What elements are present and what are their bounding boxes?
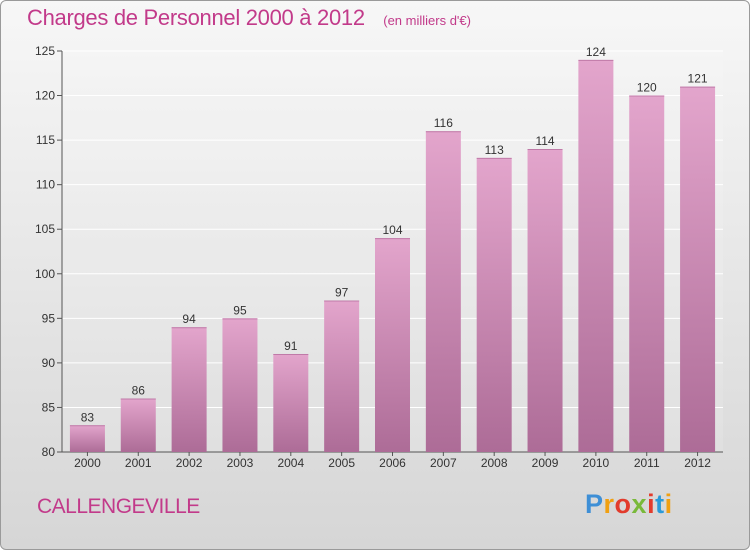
data-label: 113 — [485, 143, 504, 157]
bar — [578, 59, 614, 453]
y-tick-label: 110 — [36, 178, 55, 192]
y-tick-label: 85 — [42, 400, 56, 414]
city-name: CALLENGEVILLE — [37, 495, 200, 518]
bar — [273, 353, 309, 452]
data-label: 114 — [535, 134, 554, 148]
y-tick-label: 95 — [42, 311, 56, 325]
bar — [69, 425, 105, 452]
logo-letter: t — [655, 489, 665, 519]
chart-title: Charges de Personnel 2000 à 2012 — [27, 5, 365, 30]
data-label: 94 — [182, 312, 196, 326]
bar — [476, 157, 512, 452]
logo-letter: i — [664, 489, 673, 519]
data-label: 86 — [132, 384, 146, 398]
logo-letter: i — [647, 489, 656, 519]
data-label: 116 — [434, 116, 453, 130]
data-label: 83 — [81, 410, 95, 424]
y-tick-label: 120 — [35, 89, 55, 103]
data-label: 104 — [382, 223, 402, 237]
x-tick-label: 2006 — [379, 456, 406, 470]
y-tick-label: 80 — [42, 445, 56, 459]
data-label: 124 — [586, 45, 606, 59]
y-tick-label: 100 — [35, 267, 55, 281]
data-label: 97 — [335, 286, 349, 300]
y-tick-label: 105 — [35, 222, 55, 236]
bar — [120, 398, 156, 452]
bar — [527, 149, 563, 452]
chart-subtitle: (en milliers d'€) — [383, 13, 471, 28]
data-label: 121 — [688, 72, 708, 86]
data-label: 120 — [637, 81, 657, 95]
y-tick-label: 90 — [42, 356, 56, 370]
logo-letter: P — [585, 489, 604, 519]
x-tick-label: 2009 — [532, 456, 559, 470]
x-tick-label: 2000 — [74, 456, 101, 470]
x-tick-label: 2008 — [481, 456, 508, 470]
x-tick-label: 2011 — [634, 456, 660, 470]
y-tick-label: 115 — [36, 133, 55, 147]
data-label: 91 — [284, 339, 298, 353]
title-row: Charges de Personnel 2000 à 2012 (en mil… — [27, 5, 471, 31]
logo-letter: r — [603, 489, 615, 519]
bar — [425, 131, 461, 452]
x-tick-label: 2002 — [176, 456, 203, 470]
data-label: 95 — [233, 303, 247, 317]
bar — [324, 300, 360, 452]
logo-letter: x — [631, 489, 648, 519]
bar — [222, 318, 258, 452]
bar — [680, 86, 716, 453]
x-tick-label: 2005 — [328, 456, 355, 470]
x-tick-label: 2004 — [277, 456, 304, 470]
bar — [171, 327, 207, 452]
x-tick-label: 2003 — [227, 456, 254, 470]
x-tick-label: 2001 — [125, 456, 152, 470]
bar — [629, 95, 665, 453]
y-tick-label: 125 — [35, 44, 55, 58]
x-tick-label: 2007 — [430, 456, 457, 470]
proxiti-logo: Proxiti — [585, 489, 673, 520]
x-tick-label: 2012 — [684, 456, 711, 470]
x-tick-label: 2010 — [583, 456, 610, 470]
bar — [375, 238, 410, 452]
logo-letter: o — [614, 489, 632, 519]
